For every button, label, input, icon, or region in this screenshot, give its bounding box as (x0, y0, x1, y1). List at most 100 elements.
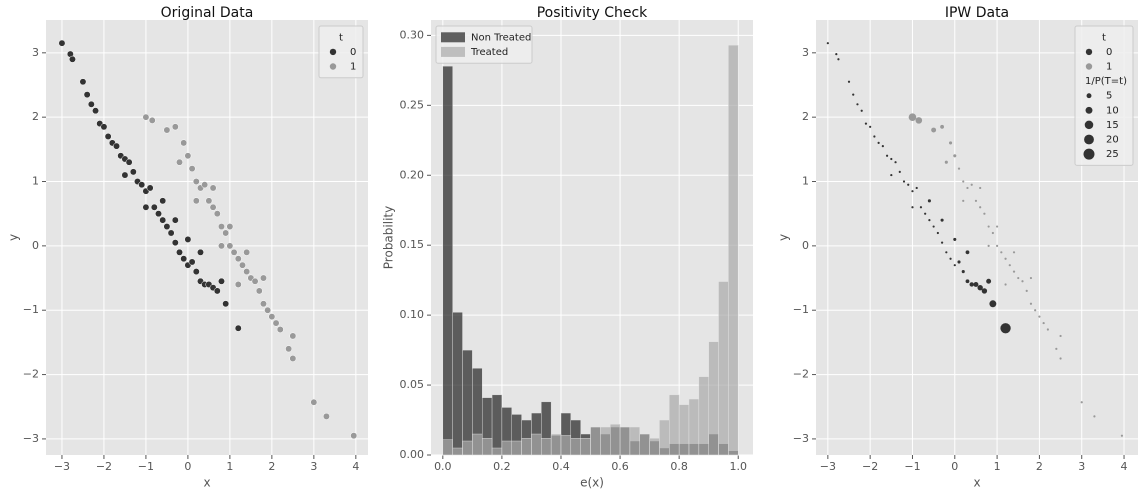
y-tick-label: 1 (802, 175, 809, 188)
x-tick-label: 4 (352, 460, 359, 473)
point (940, 241, 944, 244)
point (213, 287, 221, 295)
legend-label: 1 (1106, 62, 1112, 73)
point (1046, 328, 1049, 331)
histogram-bar (452, 447, 463, 456)
point (915, 117, 923, 124)
point (100, 123, 108, 131)
histogram-bar (462, 349, 473, 456)
point (902, 180, 906, 183)
point (965, 250, 970, 255)
x-tick-label: 4 (1121, 460, 1128, 473)
legend-size-marker (1085, 106, 1093, 114)
x-tick-label: −2 (96, 460, 112, 473)
point (150, 203, 158, 211)
point (201, 181, 209, 189)
x-axis-label: e(x) (580, 476, 604, 490)
point (894, 161, 897, 164)
point (927, 199, 931, 203)
point (986, 278, 992, 284)
x-tick-label: −1 (138, 460, 154, 473)
point (276, 326, 284, 333)
y-tick-label: −2 (23, 368, 39, 381)
point (163, 126, 171, 134)
point (260, 300, 267, 308)
y-tick-label: −3 (23, 432, 39, 445)
x-tick-label: 1.0 (729, 460, 747, 473)
point (1004, 283, 1007, 286)
histogram-bar (462, 440, 473, 456)
point (911, 190, 914, 193)
point (192, 178, 200, 185)
histogram-bar (698, 376, 709, 456)
legend-label: 10 (1106, 105, 1119, 116)
point (184, 152, 192, 160)
point (92, 107, 99, 115)
legend-label: Treated (470, 47, 508, 58)
y-tick-label: 1 (32, 175, 39, 188)
point (936, 231, 939, 235)
point (835, 53, 838, 56)
point (58, 39, 66, 47)
point (847, 80, 851, 83)
y-tick-label: 3 (32, 46, 39, 59)
point (222, 300, 230, 308)
point (1034, 309, 1037, 312)
point (180, 255, 188, 263)
y-axis-label: y (777, 234, 791, 241)
point (1004, 257, 1007, 260)
point (961, 270, 965, 274)
point (995, 244, 999, 247)
point (949, 257, 952, 260)
point (104, 133, 112, 140)
legend-label: 15 (1106, 120, 1119, 131)
point (125, 158, 133, 166)
point (983, 212, 986, 215)
x-tick-label: 2 (268, 460, 275, 473)
x-tick-label: 0.0 (434, 460, 452, 473)
point (860, 109, 863, 112)
histogram-bar (580, 438, 591, 456)
x-tick-label: 0 (951, 460, 958, 473)
y-tick-label: 0.05 (400, 378, 425, 391)
point (931, 127, 937, 133)
point (979, 206, 982, 209)
point (953, 237, 957, 241)
point (1080, 401, 1083, 404)
point (877, 141, 880, 145)
point (1055, 347, 1058, 350)
legend-label: 0 (1106, 47, 1112, 58)
y-tick-label: 2 (32, 110, 39, 123)
point (953, 264, 956, 267)
point (234, 255, 242, 263)
histogram-bar (531, 433, 542, 456)
point (155, 210, 162, 218)
point (1012, 251, 1016, 254)
histogram-bar (442, 65, 453, 456)
point (928, 219, 931, 222)
y-axis-label: y (7, 234, 21, 241)
plot-area (46, 20, 368, 455)
point (1029, 302, 1033, 305)
point (205, 197, 213, 205)
histogram-bar (511, 440, 522, 456)
legend-title: 1/P(T=t) (1085, 76, 1127, 87)
point (121, 171, 129, 179)
point (864, 122, 868, 125)
point (197, 248, 204, 256)
y-tick-label: 0.15 (400, 238, 425, 251)
legend-size-marker (1083, 148, 1095, 160)
point (973, 282, 979, 287)
point (260, 274, 267, 282)
y-tick-label: 0.10 (400, 308, 425, 321)
point (940, 218, 944, 222)
point (79, 78, 87, 86)
histogram-bar (708, 341, 719, 456)
histogram-bar (669, 394, 680, 456)
point (885, 154, 889, 157)
point (962, 199, 965, 202)
point (907, 183, 910, 186)
point (243, 268, 251, 276)
point (1059, 334, 1062, 338)
legend-box (1074, 25, 1134, 166)
